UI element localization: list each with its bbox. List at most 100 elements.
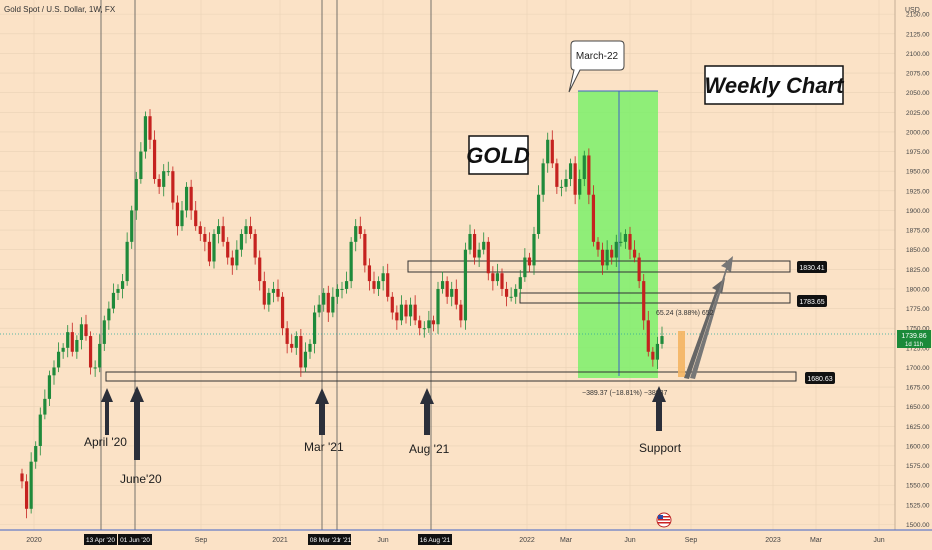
candle-body xyxy=(322,292,326,305)
y-tick-label: 1875.00 xyxy=(906,228,930,235)
candle-body xyxy=(244,226,248,234)
candle-body xyxy=(134,179,138,211)
candle-body xyxy=(175,202,180,227)
candle-body xyxy=(445,281,449,297)
candle-body xyxy=(637,257,641,282)
candle-body xyxy=(573,163,577,195)
candle-body xyxy=(399,304,404,321)
price-tag-r1-text: 1830.41 xyxy=(799,265,824,272)
candle-body xyxy=(248,226,253,234)
label-april20: April '20 xyxy=(84,435,127,449)
candle-body xyxy=(372,281,376,289)
x-tick-label: Sep xyxy=(195,537,208,544)
candle-body xyxy=(532,233,536,266)
candle-body xyxy=(290,343,294,348)
candle-body xyxy=(143,116,148,152)
candle-body xyxy=(166,171,170,173)
candle-body xyxy=(56,351,61,368)
candle-body xyxy=(34,445,38,462)
candle-body xyxy=(349,241,353,282)
candle-body xyxy=(317,304,321,313)
y-tick-label: 1950.00 xyxy=(906,169,930,176)
candle-body xyxy=(280,296,285,329)
candle-body xyxy=(262,281,266,305)
time-axis[interactable]: 2020 Sep 2021 Jun 2022 Mar Jun Sep 2023 Mar Jun xyxy=(26,537,885,544)
candle-body xyxy=(427,320,431,329)
candle-body xyxy=(578,179,582,195)
y-tick-label: 1575.00 xyxy=(906,463,930,470)
candle-body xyxy=(88,336,93,368)
candle-body xyxy=(482,241,486,250)
date-tag-text: 08 Mar '21 xyxy=(310,537,341,544)
candle-body xyxy=(454,288,458,305)
candle-body xyxy=(120,281,125,289)
candle-body xyxy=(619,241,623,243)
candle-body xyxy=(61,347,65,352)
march22-callout xyxy=(568,40,625,93)
candle-body xyxy=(600,249,605,266)
candle-body xyxy=(258,257,262,282)
candle-body xyxy=(152,139,157,180)
candle-body xyxy=(331,296,335,313)
candle-body xyxy=(285,328,289,344)
candle-body xyxy=(408,304,413,317)
currency-label: USD xyxy=(905,7,920,14)
y-tick-label: 1500.00 xyxy=(906,522,930,529)
x-tick-label: Jun xyxy=(624,537,635,544)
candle-body xyxy=(541,163,545,195)
x-tick-label: Jun xyxy=(873,537,884,544)
candle-body xyxy=(504,288,509,297)
candle-body xyxy=(536,194,541,234)
candle-body xyxy=(422,328,426,330)
price-axis[interactable]: 2150.00 2125.00 2100.00 2075.00 2050.00 2025.… xyxy=(906,12,930,529)
us-flag-canton xyxy=(658,515,663,519)
candle-body xyxy=(98,343,102,368)
date-tag-text: 01 Jun '20 xyxy=(120,537,150,544)
resistance-zone-1 xyxy=(407,260,791,273)
price-tag-r1: 1830.41 xyxy=(797,261,827,273)
candle-body xyxy=(363,233,367,266)
candle-body xyxy=(527,257,532,266)
candle-body xyxy=(79,324,84,340)
candle-body xyxy=(189,186,193,211)
candle-body xyxy=(632,249,637,258)
candle-body xyxy=(431,320,436,325)
price-tag-r2: 1783.65 xyxy=(797,295,827,307)
candle-body xyxy=(180,210,184,227)
candle-body xyxy=(38,414,42,446)
price-tag-s1: 1680.63 xyxy=(805,372,835,384)
x-tick-label: 2022 xyxy=(519,537,535,544)
candle-body xyxy=(550,139,554,164)
candle-body xyxy=(340,288,344,290)
projection-arrow-2 xyxy=(690,256,733,379)
candle-body xyxy=(312,312,317,344)
date-tag-bg xyxy=(339,534,351,545)
candle-body xyxy=(221,226,225,242)
candle-body xyxy=(463,249,468,321)
gold-box xyxy=(468,135,529,175)
candle-body xyxy=(546,139,550,164)
candle-body xyxy=(207,241,212,262)
candle-body xyxy=(418,320,422,329)
candle-body xyxy=(194,210,198,227)
x-tick-label: 2020 xyxy=(26,537,42,544)
candle-body xyxy=(587,155,591,195)
label-support: Support xyxy=(639,441,682,455)
us-flag-stripe-2 xyxy=(658,519,670,521)
current-price-text: 1739.86 xyxy=(901,333,926,340)
candle-body xyxy=(239,233,244,250)
candle-body xyxy=(358,226,362,234)
candle-body xyxy=(404,304,408,317)
candle-body xyxy=(523,257,527,278)
candle-body xyxy=(75,339,79,352)
y-tick-label: 2075.00 xyxy=(906,71,930,78)
arrow-aug21 xyxy=(420,388,434,435)
candle-body xyxy=(66,332,70,348)
candle-body xyxy=(390,296,394,313)
y-tick-label: 1775.00 xyxy=(906,306,930,313)
us-flag-icon[interactable] xyxy=(656,512,672,528)
candle-body xyxy=(157,179,161,187)
candle-body xyxy=(491,273,495,282)
candle-body xyxy=(436,288,440,325)
